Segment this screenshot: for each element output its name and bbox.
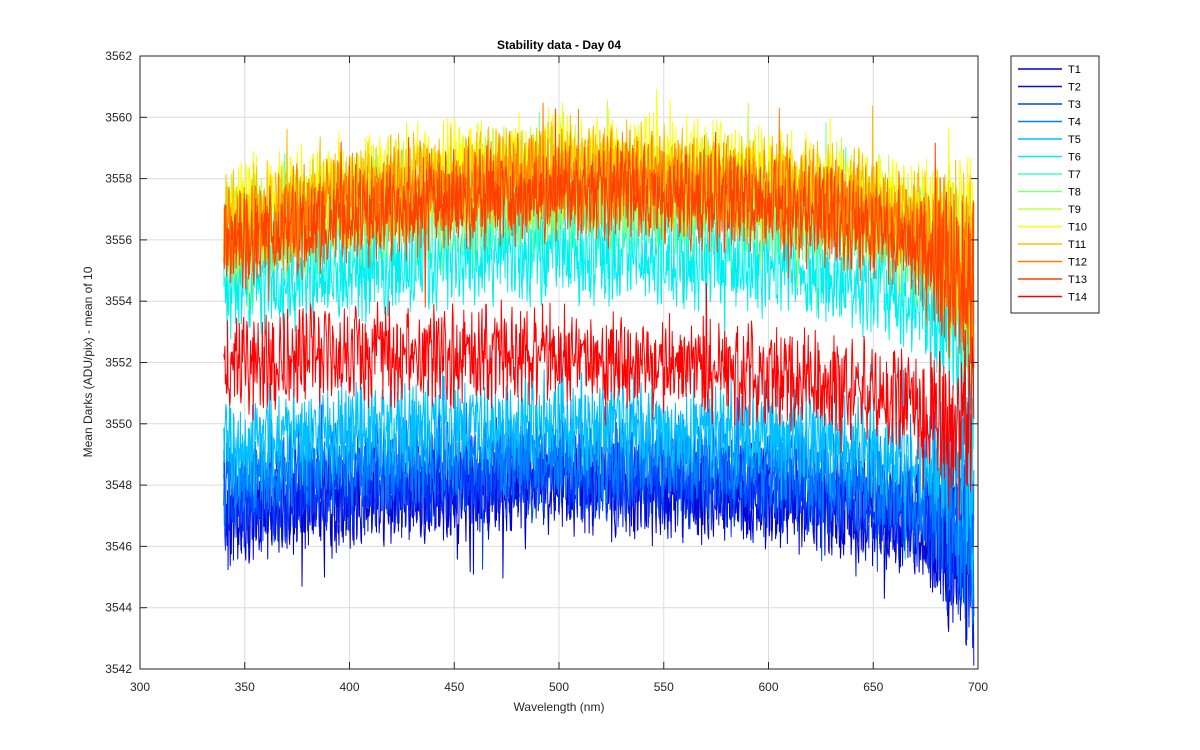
legend-label-t8: T8: [1068, 187, 1081, 199]
legend-label-t10: T10: [1068, 222, 1087, 234]
chart-title: Stability data - Day 04: [497, 38, 621, 52]
x-tick-label: 700: [968, 680, 988, 694]
legend-label-t1: T1: [1068, 64, 1081, 76]
legend: T1 T2 T3 T4 T5 T6 T7 T8 T9 T10 T11 T12 T13 T14: [1010, 55, 1100, 314]
y-axis: 3542 3544 3546 3548 3550 3552 3554 3556 3558 3560…: [105, 49, 978, 676]
x-tick-label: 300: [130, 680, 150, 694]
x-tick-label: 350: [235, 680, 255, 694]
legend-label-t11: T11: [1068, 239, 1086, 251]
y-tick-label: 3562: [105, 49, 132, 63]
legend-label-t13: T13: [1068, 274, 1087, 286]
y-tick-label: 3554: [105, 294, 132, 308]
legend-label-t12: T12: [1068, 257, 1087, 269]
y-tick-label: 3544: [105, 601, 132, 615]
y-tick-label: 3548: [105, 478, 132, 492]
x-tick-label: 450: [444, 680, 464, 694]
x-tick-label: 650: [863, 680, 883, 694]
y-tick-label: 3558: [105, 172, 132, 186]
series-layer: [223, 88, 975, 666]
series-line-t5: [223, 336, 975, 600]
legend-label-t9: T9: [1068, 204, 1081, 216]
y-tick-label: 3542: [105, 662, 132, 676]
x-tick-label: 400: [339, 680, 359, 694]
y-tick-label: 3546: [105, 539, 132, 553]
legend-label-t4: T4: [1068, 117, 1081, 129]
legend-label-t5: T5: [1068, 134, 1081, 146]
series-line-t13: [223, 108, 975, 368]
y-axis-label: Mean Darks (ADU/pix) - mean of 10: [81, 266, 95, 457]
legend-label-t3: T3: [1068, 99, 1081, 111]
x-tick-label: 600: [758, 680, 778, 694]
x-tick-label: 500: [549, 680, 569, 694]
y-tick-label: 3552: [105, 356, 132, 370]
legend-label-t2: T2: [1068, 82, 1081, 94]
y-tick-label: 3550: [105, 417, 132, 431]
x-axis-label: Wavelength (nm): [514, 700, 605, 714]
legend-box: [1010, 55, 1100, 314]
series-line-t14: [223, 283, 975, 521]
legend-label-t14: T14: [1068, 292, 1087, 304]
x-tick-label: 550: [654, 680, 674, 694]
x-axis: 300 350 400 450 500 550 600 650 700: [130, 56, 988, 694]
legend-label-t7: T7: [1068, 169, 1081, 181]
legend-label-t6: T6: [1068, 152, 1081, 164]
y-tick-label: 3556: [105, 233, 132, 247]
y-tick-label: 3560: [105, 110, 132, 124]
